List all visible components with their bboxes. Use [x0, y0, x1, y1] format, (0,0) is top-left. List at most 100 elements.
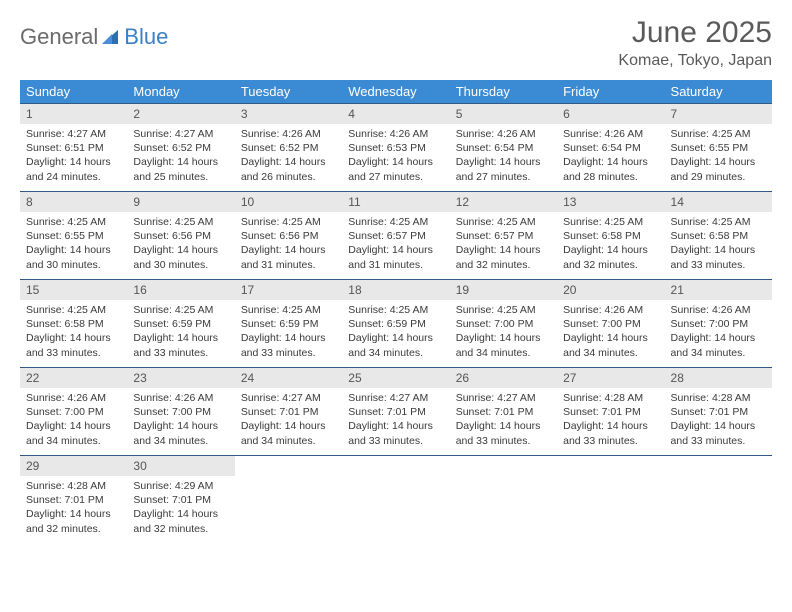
- day-number: 30: [127, 456, 234, 476]
- calendar-cell: 20Sunrise: 4:26 AMSunset: 7:00 PMDayligh…: [557, 280, 664, 368]
- day-number: 17: [235, 280, 342, 300]
- day-number: 28: [665, 368, 772, 388]
- day-data: Sunrise: 4:26 AMSunset: 6:54 PMDaylight:…: [450, 124, 557, 190]
- day-data: Sunrise: 4:27 AMSunset: 7:01 PMDaylight:…: [235, 388, 342, 454]
- calendar-cell: 27Sunrise: 4:28 AMSunset: 7:01 PMDayligh…: [557, 368, 664, 456]
- day-number: 19: [450, 280, 557, 300]
- day-header: Wednesday: [342, 80, 449, 104]
- day-data: Sunrise: 4:27 AMSunset: 6:51 PMDaylight:…: [20, 124, 127, 190]
- day-header-row: Sunday Monday Tuesday Wednesday Thursday…: [20, 80, 772, 104]
- calendar-cell: 30Sunrise: 4:29 AMSunset: 7:01 PMDayligh…: [127, 456, 234, 544]
- day-data: Sunrise: 4:27 AMSunset: 6:52 PMDaylight:…: [127, 124, 234, 190]
- calendar-cell: 26Sunrise: 4:27 AMSunset: 7:01 PMDayligh…: [450, 368, 557, 456]
- day-data: Sunrise: 4:29 AMSunset: 7:01 PMDaylight:…: [127, 476, 234, 542]
- calendar-cell: 9Sunrise: 4:25 AMSunset: 6:56 PMDaylight…: [127, 192, 234, 280]
- day-number: 21: [665, 280, 772, 300]
- calendar-cell: [557, 456, 664, 544]
- logo-sail-icon: [100, 26, 122, 48]
- calendar-cell: 11Sunrise: 4:25 AMSunset: 6:57 PMDayligh…: [342, 192, 449, 280]
- day-data: Sunrise: 4:25 AMSunset: 6:59 PMDaylight:…: [342, 300, 449, 366]
- day-data: Sunrise: 4:28 AMSunset: 7:01 PMDaylight:…: [665, 388, 772, 454]
- day-data: Sunrise: 4:25 AMSunset: 6:56 PMDaylight:…: [127, 212, 234, 278]
- day-header: Monday: [127, 80, 234, 104]
- day-number: 3: [235, 104, 342, 124]
- day-data: Sunrise: 4:28 AMSunset: 7:01 PMDaylight:…: [20, 476, 127, 542]
- day-number: 22: [20, 368, 127, 388]
- day-data: Sunrise: 4:28 AMSunset: 7:01 PMDaylight:…: [557, 388, 664, 454]
- calendar-cell: 4Sunrise: 4:26 AMSunset: 6:53 PMDaylight…: [342, 104, 449, 192]
- day-header: Friday: [557, 80, 664, 104]
- day-data: Sunrise: 4:25 AMSunset: 6:58 PMDaylight:…: [665, 212, 772, 278]
- day-number: 12: [450, 192, 557, 212]
- day-number: 24: [235, 368, 342, 388]
- day-number: 11: [342, 192, 449, 212]
- day-data: Sunrise: 4:25 AMSunset: 6:58 PMDaylight:…: [20, 300, 127, 366]
- day-number: 14: [665, 192, 772, 212]
- day-data: Sunrise: 4:26 AMSunset: 7:00 PMDaylight:…: [127, 388, 234, 454]
- day-data: Sunrise: 4:26 AMSunset: 6:53 PMDaylight:…: [342, 124, 449, 190]
- day-number: 8: [20, 192, 127, 212]
- day-number: 13: [557, 192, 664, 212]
- day-data: Sunrise: 4:25 AMSunset: 6:57 PMDaylight:…: [342, 212, 449, 278]
- day-data: Sunrise: 4:25 AMSunset: 6:57 PMDaylight:…: [450, 212, 557, 278]
- calendar-week-row: 8Sunrise: 4:25 AMSunset: 6:55 PMDaylight…: [20, 192, 772, 280]
- calendar-cell: 29Sunrise: 4:28 AMSunset: 7:01 PMDayligh…: [20, 456, 127, 544]
- day-header: Sunday: [20, 80, 127, 104]
- calendar-cell: 19Sunrise: 4:25 AMSunset: 7:00 PMDayligh…: [450, 280, 557, 368]
- day-header: Tuesday: [235, 80, 342, 104]
- logo: General Blue: [20, 16, 168, 50]
- calendar-cell: 18Sunrise: 4:25 AMSunset: 6:59 PMDayligh…: [342, 280, 449, 368]
- page-title: June 2025: [618, 16, 772, 50]
- day-data: Sunrise: 4:26 AMSunset: 6:52 PMDaylight:…: [235, 124, 342, 190]
- calendar-cell: 15Sunrise: 4:25 AMSunset: 6:58 PMDayligh…: [20, 280, 127, 368]
- location-text: Komae, Tokyo, Japan: [618, 52, 772, 70]
- calendar-cell: 2Sunrise: 4:27 AMSunset: 6:52 PMDaylight…: [127, 104, 234, 192]
- day-data: Sunrise: 4:27 AMSunset: 7:01 PMDaylight:…: [342, 388, 449, 454]
- day-number: 9: [127, 192, 234, 212]
- day-data: Sunrise: 4:27 AMSunset: 7:01 PMDaylight:…: [450, 388, 557, 454]
- day-number: 5: [450, 104, 557, 124]
- calendar-week-row: 29Sunrise: 4:28 AMSunset: 7:01 PMDayligh…: [20, 456, 772, 544]
- day-number: 29: [20, 456, 127, 476]
- logo-text-blue: Blue: [124, 24, 168, 50]
- calendar-cell: 5Sunrise: 4:26 AMSunset: 6:54 PMDaylight…: [450, 104, 557, 192]
- calendar-cell: [450, 456, 557, 544]
- calendar-cell: 23Sunrise: 4:26 AMSunset: 7:00 PMDayligh…: [127, 368, 234, 456]
- day-number: 1: [20, 104, 127, 124]
- day-number: 20: [557, 280, 664, 300]
- calendar-cell: 16Sunrise: 4:25 AMSunset: 6:59 PMDayligh…: [127, 280, 234, 368]
- calendar-cell: [235, 456, 342, 544]
- day-data: Sunrise: 4:26 AMSunset: 7:00 PMDaylight:…: [20, 388, 127, 454]
- day-data: Sunrise: 4:25 AMSunset: 6:56 PMDaylight:…: [235, 212, 342, 278]
- header: General Blue June 2025 Komae, Tokyo, Jap…: [20, 16, 772, 70]
- day-number: 18: [342, 280, 449, 300]
- day-number: 25: [342, 368, 449, 388]
- calendar-table: Sunday Monday Tuesday Wednesday Thursday…: [20, 80, 772, 544]
- calendar-cell: 24Sunrise: 4:27 AMSunset: 7:01 PMDayligh…: [235, 368, 342, 456]
- logo-text-general: General: [20, 24, 98, 50]
- day-data: Sunrise: 4:25 AMSunset: 6:55 PMDaylight:…: [665, 124, 772, 190]
- day-number: 4: [342, 104, 449, 124]
- calendar-week-row: 1Sunrise: 4:27 AMSunset: 6:51 PMDaylight…: [20, 104, 772, 192]
- calendar-cell: 12Sunrise: 4:25 AMSunset: 6:57 PMDayligh…: [450, 192, 557, 280]
- day-number: 26: [450, 368, 557, 388]
- calendar-cell: 21Sunrise: 4:26 AMSunset: 7:00 PMDayligh…: [665, 280, 772, 368]
- day-data: Sunrise: 4:25 AMSunset: 7:00 PMDaylight:…: [450, 300, 557, 366]
- calendar-cell: 7Sunrise: 4:25 AMSunset: 6:55 PMDaylight…: [665, 104, 772, 192]
- day-data: Sunrise: 4:25 AMSunset: 6:55 PMDaylight:…: [20, 212, 127, 278]
- day-data: Sunrise: 4:25 AMSunset: 6:59 PMDaylight:…: [235, 300, 342, 366]
- calendar-cell: [342, 456, 449, 544]
- day-number: 7: [665, 104, 772, 124]
- calendar-cell: 3Sunrise: 4:26 AMSunset: 6:52 PMDaylight…: [235, 104, 342, 192]
- calendar-week-row: 15Sunrise: 4:25 AMSunset: 6:58 PMDayligh…: [20, 280, 772, 368]
- calendar-cell: 28Sunrise: 4:28 AMSunset: 7:01 PMDayligh…: [665, 368, 772, 456]
- calendar-cell: 1Sunrise: 4:27 AMSunset: 6:51 PMDaylight…: [20, 104, 127, 192]
- calendar-cell: 6Sunrise: 4:26 AMSunset: 6:54 PMDaylight…: [557, 104, 664, 192]
- day-number: 16: [127, 280, 234, 300]
- day-number: 27: [557, 368, 664, 388]
- day-header: Thursday: [450, 80, 557, 104]
- day-number: 2: [127, 104, 234, 124]
- calendar-cell: 22Sunrise: 4:26 AMSunset: 7:00 PMDayligh…: [20, 368, 127, 456]
- calendar-cell: 13Sunrise: 4:25 AMSunset: 6:58 PMDayligh…: [557, 192, 664, 280]
- calendar-cell: 14Sunrise: 4:25 AMSunset: 6:58 PMDayligh…: [665, 192, 772, 280]
